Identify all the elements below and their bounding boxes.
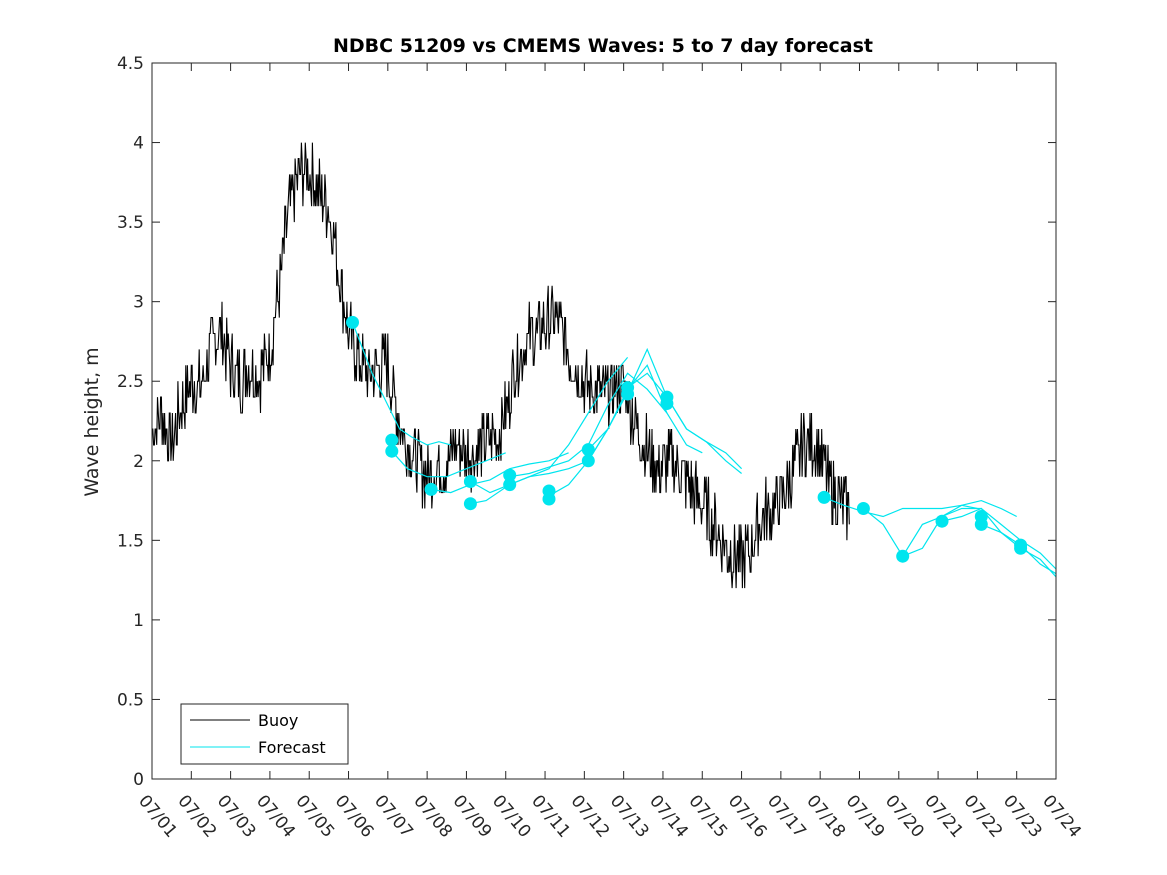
forecast-line	[823, 496, 978, 518]
forecast-point	[896, 549, 910, 563]
forecast-point	[581, 454, 595, 468]
y-tick-label: 2.5	[117, 372, 144, 392]
buoy-line	[152, 142, 850, 589]
y-tick-label: 0.5	[117, 690, 144, 710]
forecast-point	[424, 482, 438, 496]
buoy-series	[152, 142, 850, 589]
forecast-line	[470, 357, 629, 505]
plot-area	[152, 63, 1056, 779]
legend-buoy-label: Buoy	[258, 711, 298, 730]
forecast-point	[856, 502, 870, 515]
y-axis-label: Wave height, m	[81, 347, 103, 496]
forecast-point	[1014, 541, 1028, 555]
forecast-point	[935, 514, 949, 528]
y-tick-label: 0	[133, 770, 144, 790]
y-tick-label: 4.5	[117, 54, 144, 74]
y-tick-label: 4	[133, 134, 144, 154]
forecast-line	[351, 322, 451, 446]
forecast-point	[660, 397, 674, 410]
y-tick-label: 1.5	[117, 531, 144, 551]
forecast-point	[463, 497, 477, 511]
forecast-point	[385, 433, 399, 447]
y-tick-label: 1	[133, 611, 144, 631]
legend-forecast-label: Forecast	[258, 738, 326, 757]
plot-frame	[151, 62, 1057, 780]
forecast-line	[627, 372, 742, 474]
legend-box	[180, 703, 349, 765]
chart-title: NDBC 51209 vs CMEMS Waves: 5 to 7 day fo…	[333, 35, 873, 57]
forecast-line	[431, 452, 569, 494]
y-tick-label: 3.5	[117, 213, 144, 233]
forecast-point	[817, 490, 831, 504]
legend: Buoy Forecast	[180, 703, 349, 765]
forecast-point	[503, 468, 517, 482]
forecast-point	[542, 492, 556, 506]
forecast-point	[581, 443, 595, 457]
forecast-point	[974, 517, 988, 531]
forecast-point	[463, 475, 477, 488]
forecast-point	[503, 478, 517, 492]
y-tick-label: 3	[133, 293, 144, 313]
forecast-point	[346, 315, 359, 329]
forecast-point	[385, 444, 399, 458]
forecast-points	[346, 315, 1028, 563]
forecast-point	[621, 387, 635, 401]
y-tick-label: 2	[133, 452, 144, 472]
forecast-line	[391, 450, 506, 478]
